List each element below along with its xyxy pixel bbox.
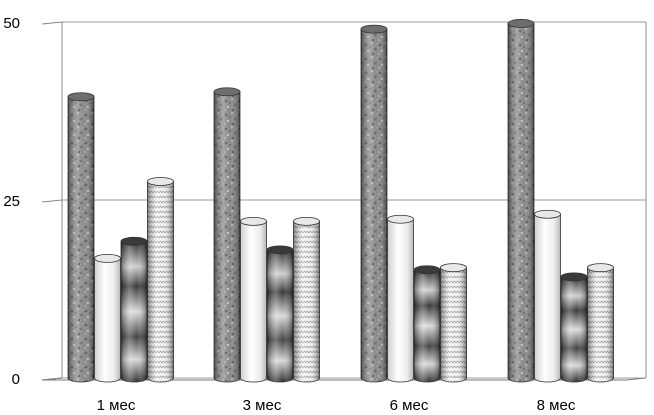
bar-shade-granite-0 (68, 96, 94, 382)
bar-cap-granite-0 (67, 92, 95, 102)
bar-light-cylinder-1 (240, 216, 267, 383)
y-tick-label-50: 50 (3, 15, 20, 32)
bar-cap-light-cylinder-0 (94, 253, 121, 263)
bar-cap-zigzag-3 (587, 263, 614, 273)
bar-granite-0 (67, 92, 95, 383)
x-category-label-0: 1 мес (97, 397, 136, 414)
bar-banded-dark-0 (120, 236, 148, 383)
gridline-slant-0 (41, 377, 63, 381)
bar-shade-banded-dark-3 (561, 276, 587, 382)
bar-banded-dark-1 (266, 245, 294, 383)
bar-shade-zigzag-1 (293, 221, 320, 382)
bar-zigzag-3 (587, 263, 614, 383)
gridline-slant-50 (41, 21, 63, 25)
bar-cap-granite-1 (213, 87, 241, 97)
y-tick-label-25: 25 (3, 193, 20, 210)
bar-cap-zigzag-1 (293, 216, 320, 226)
bar-shade-banded-dark-2 (414, 269, 440, 382)
y-tick-label-0: 0 (12, 371, 20, 388)
bar-banded-dark-2 (413, 265, 441, 383)
gridline-slant-25 (41, 199, 63, 203)
bar-shade-granite-3 (508, 23, 534, 382)
bar-cap-light-cylinder-2 (387, 214, 414, 224)
bar-cap-banded-dark-1 (266, 245, 294, 255)
bar-banded-dark-3 (560, 272, 588, 383)
bar-shade-banded-dark-0 (121, 241, 147, 382)
bar-zigzag-1 (293, 216, 320, 383)
bar-zigzag-2 (440, 263, 467, 383)
bar-body-light-cylinder-1 (240, 220, 267, 383)
bar-granite-2 (360, 24, 388, 383)
x-category-label-1: 3 мес (243, 397, 282, 414)
bar-cap-banded-dark-3 (560, 272, 588, 282)
x-category-label-3: 8 мес (537, 397, 576, 414)
bar-cap-light-cylinder-1 (240, 216, 267, 226)
bar-light-cylinder-3 (534, 209, 561, 383)
bar-zigzag-0 (147, 177, 174, 383)
bar-body-light-cylinder-0 (94, 257, 121, 383)
bar-cap-granite-3 (507, 19, 535, 28)
bar-shade-zigzag-2 (440, 267, 467, 382)
bar-cap-granite-2 (360, 24, 388, 34)
bar-cap-zigzag-0 (147, 177, 174, 186)
bar-shade-granite-1 (214, 91, 240, 382)
bar-cap-light-cylinder-3 (534, 209, 561, 219)
bar-body-light-cylinder-2 (387, 218, 414, 383)
bar-cap-zigzag-2 (440, 263, 467, 273)
bar-granite-1 (213, 87, 241, 383)
bar-cap-banded-dark-0 (120, 236, 148, 246)
bar-light-cylinder-2 (387, 214, 414, 383)
bar-shade-zigzag-0 (147, 181, 174, 382)
x-category-label-2: 6 мес (390, 397, 429, 414)
bar-shade-granite-2 (361, 29, 387, 383)
bar-shade-banded-dark-1 (267, 249, 293, 382)
bar-light-cylinder-0 (94, 253, 121, 383)
bar-cap-banded-dark-2 (413, 265, 441, 275)
bar-granite-3 (507, 19, 535, 383)
bar-shade-zigzag-3 (587, 267, 614, 382)
bar-body-light-cylinder-3 (534, 213, 561, 383)
